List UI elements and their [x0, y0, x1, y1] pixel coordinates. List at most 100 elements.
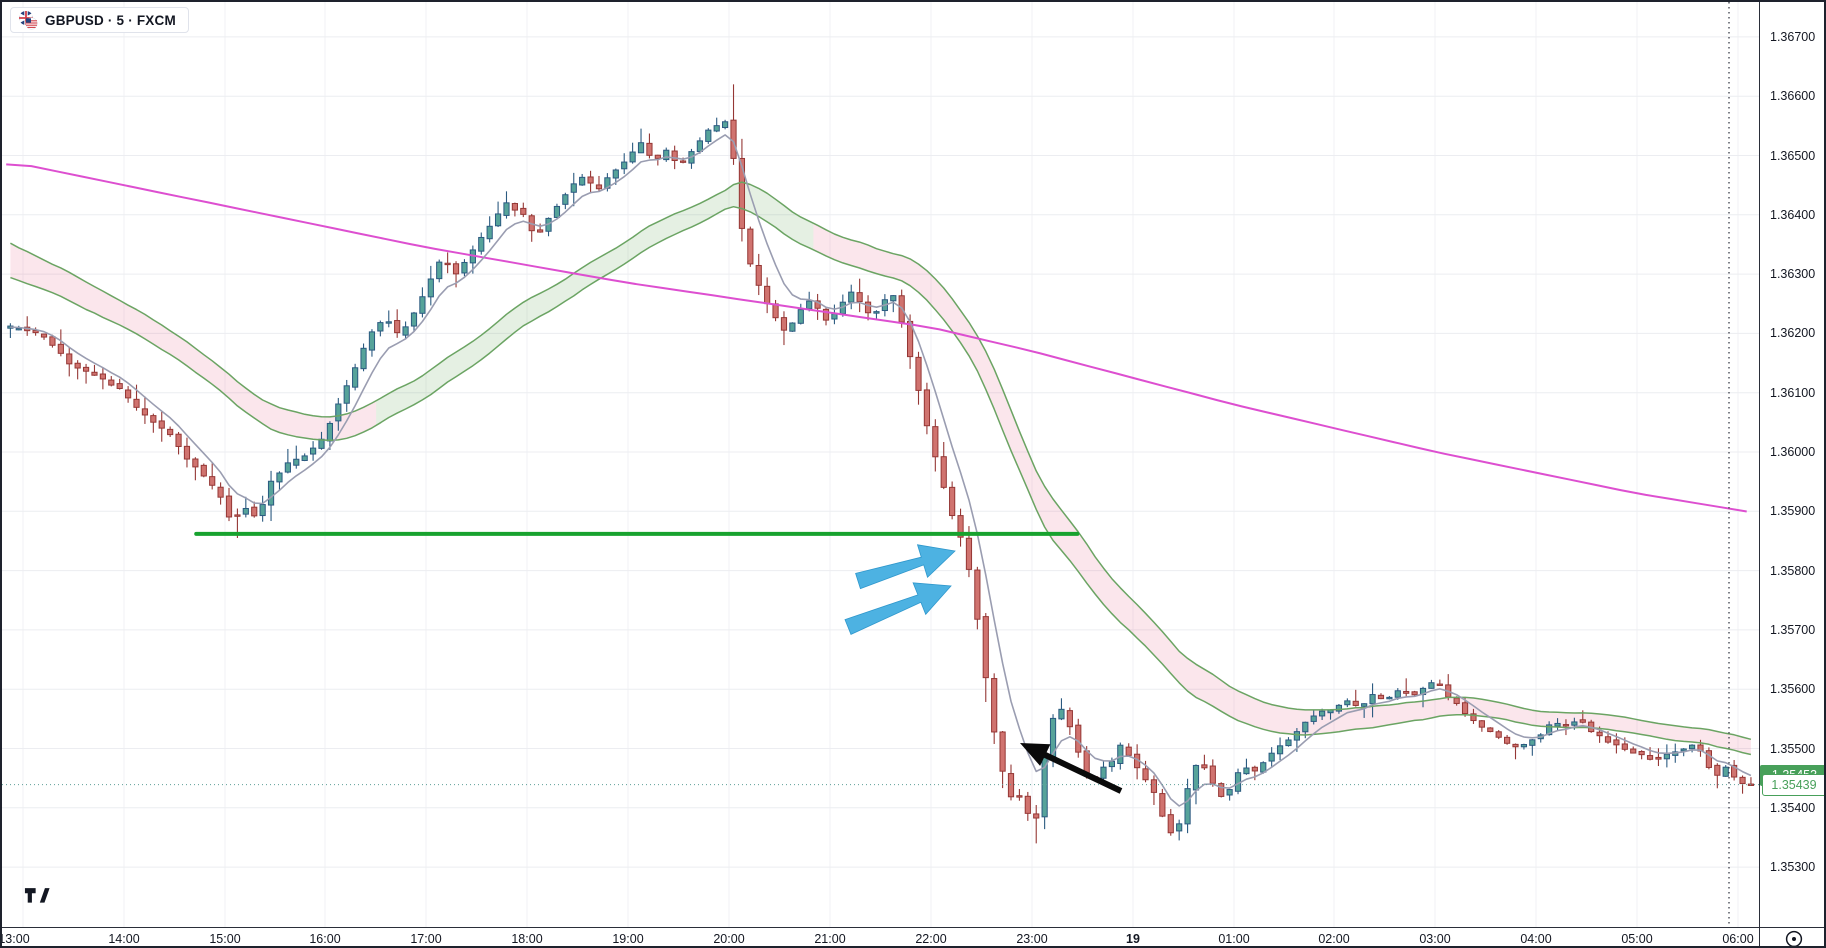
candle [1478, 720, 1485, 728]
candle [1688, 744, 1696, 750]
candle [1201, 764, 1208, 769]
candle [722, 121, 729, 129]
candle [352, 367, 359, 388]
candle [1386, 696, 1393, 700]
candle [646, 142, 653, 156]
candle [158, 420, 165, 429]
candle [1663, 753, 1670, 760]
y-axis-tick: 1.35400 [1770, 800, 1816, 815]
axis-corner [1759, 927, 1824, 948]
candle [267, 480, 275, 506]
candle [764, 285, 771, 305]
candle [511, 203, 518, 211]
candle [452, 263, 460, 275]
x-axis-tick: 16:00 [309, 932, 341, 946]
candle [553, 205, 561, 218]
settings-icon[interactable] [1783, 928, 1805, 948]
candle [503, 202, 510, 216]
candle [217, 486, 224, 498]
candle [183, 445, 191, 460]
candle [225, 495, 233, 518]
blue-arrow-drawing[interactable] [844, 582, 952, 635]
x-axis-tick: 03:00 [1419, 932, 1451, 946]
candle [175, 433, 182, 447]
candle [192, 458, 199, 468]
candle [755, 264, 762, 286]
candle [1100, 766, 1107, 779]
candle [293, 458, 300, 466]
candle [738, 157, 746, 229]
candle [1655, 756, 1662, 760]
symbol-legend[interactable]: GBPUSD · 5 · FXCM [10, 7, 189, 33]
candle [368, 331, 376, 351]
candle [1646, 755, 1654, 760]
time-axis[interactable]: 13:00 14:00 15:00 16:00 17:00 18:00 19:00 20:00… [2, 927, 1759, 946]
ma-band-fill-bearish [10, 182, 1751, 755]
candle [343, 385, 350, 404]
y-axis-tick: 1.36000 [1770, 445, 1816, 459]
candle [1352, 700, 1359, 706]
candle [116, 383, 123, 389]
candle [1310, 715, 1317, 722]
band-lower-line [10, 205, 1752, 756]
candle [873, 311, 880, 314]
candle [612, 169, 619, 179]
x-axis-tick: 05:00 [1621, 932, 1653, 946]
candle-series[interactable] [7, 84, 1755, 844]
x-axis-tick: 22:00 [915, 932, 947, 946]
candle [1705, 750, 1713, 768]
candle [326, 422, 334, 442]
candle [1731, 764, 1738, 778]
candle [520, 207, 527, 215]
candle [444, 262, 451, 266]
candle [1546, 724, 1553, 736]
candle [1344, 700, 1351, 706]
candle [679, 160, 687, 163]
x-axis-tick: 19:00 [612, 932, 644, 946]
candle [747, 228, 754, 265]
candle [1184, 788, 1191, 825]
candle [1504, 736, 1511, 744]
candle [1428, 682, 1435, 689]
candle [579, 176, 586, 186]
candle [276, 472, 283, 483]
slow-ma-line [6, 163, 1747, 513]
x-axis-tick: 15:00 [209, 932, 241, 946]
candle [696, 140, 703, 152]
candle [385, 321, 392, 324]
candle [890, 295, 897, 302]
blue-arrow-drawing[interactable] [855, 544, 956, 590]
candle [562, 194, 569, 205]
black-arrow-drawing[interactable] [1020, 743, 1123, 794]
candle [402, 326, 409, 336]
candle [1520, 744, 1528, 748]
symbol-title: GBPUSD · 5 · FXCM [45, 12, 176, 28]
candlestick-chart[interactable] [2, 2, 1759, 927]
candle [1470, 713, 1477, 722]
candle [957, 515, 964, 538]
candle [141, 408, 149, 416]
candle [940, 456, 947, 488]
candle [57, 343, 64, 354]
candle [478, 236, 485, 252]
candle [637, 142, 645, 154]
y-axis-tick: 1.36500 [1770, 148, 1816, 163]
candle [1377, 694, 1385, 700]
x-axis-tick: 06:00 [1722, 932, 1754, 946]
candle [436, 261, 443, 280]
candle [705, 129, 712, 142]
candle [1218, 783, 1225, 797]
candle [394, 320, 401, 334]
tradingview-logo[interactable] [24, 886, 54, 906]
candle [301, 455, 308, 461]
candle [822, 308, 830, 321]
candle [419, 296, 426, 314]
candle [654, 154, 661, 159]
chart-plot-area[interactable] [2, 2, 1759, 927]
y-axis-tick: 1.35300 [1770, 860, 1816, 875]
candle [1562, 724, 1570, 727]
candle [671, 150, 678, 162]
y-axis-tick: 1.35600 [1770, 682, 1816, 697]
price-axis[interactable]: 1.36700 1.36600 1.36500 1.36400 1.36300 1.362… [1759, 2, 1824, 927]
candle [1621, 743, 1628, 750]
